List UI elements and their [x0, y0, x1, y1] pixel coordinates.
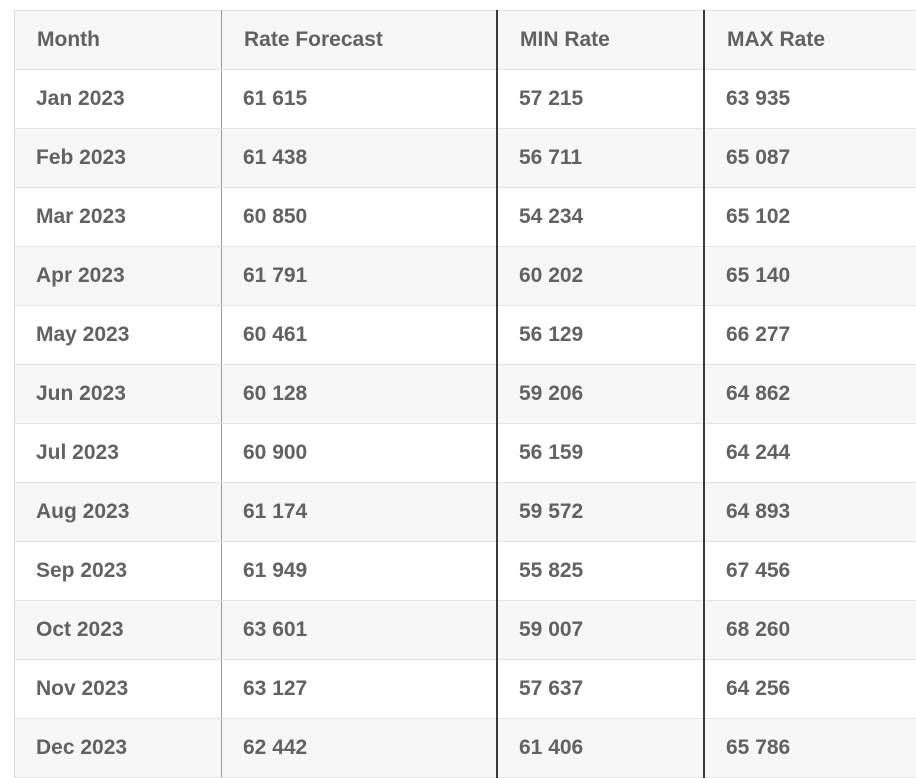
cell-month: Jun 2023	[15, 365, 222, 424]
cell-max-rate: 66 277	[704, 306, 916, 365]
cell-min-rate: 60 202	[497, 247, 704, 306]
column-header-rate-forecast: Rate Forecast	[222, 11, 498, 70]
column-header-min-rate: MIN Rate	[497, 11, 704, 70]
cell-min-rate: 56 129	[497, 306, 704, 365]
cell-min-rate: 61 406	[497, 719, 704, 778]
cell-rate-forecast: 61 438	[222, 129, 498, 188]
column-header-month: Month	[15, 11, 222, 70]
cell-min-rate: 56 711	[497, 129, 704, 188]
cell-month: Jan 2023	[15, 70, 222, 129]
cell-rate-forecast: 60 461	[222, 306, 498, 365]
cell-rate-forecast: 61 174	[222, 483, 498, 542]
cell-max-rate: 67 456	[704, 542, 916, 601]
cell-min-rate: 54 234	[497, 188, 704, 247]
cell-min-rate: 59 572	[497, 483, 704, 542]
cell-min-rate: 59 007	[497, 601, 704, 660]
forecast-table-container: Month Rate Forecast MIN Rate MAX Rate Ja…	[14, 10, 911, 778]
cell-max-rate: 65 786	[704, 719, 916, 778]
cell-month: Apr 2023	[15, 247, 222, 306]
cell-rate-forecast: 63 127	[222, 660, 498, 719]
cell-min-rate: 57 637	[497, 660, 704, 719]
rate-forecast-table: Month Rate Forecast MIN Rate MAX Rate Ja…	[14, 10, 916, 778]
cell-month: Nov 2023	[15, 660, 222, 719]
cell-max-rate: 65 087	[704, 129, 916, 188]
cell-max-rate: 65 102	[704, 188, 916, 247]
cell-month: Oct 2023	[15, 601, 222, 660]
cell-min-rate: 55 825	[497, 542, 704, 601]
cell-month: Aug 2023	[15, 483, 222, 542]
cell-rate-forecast: 63 601	[222, 601, 498, 660]
cell-max-rate: 64 893	[704, 483, 916, 542]
cell-max-rate: 64 244	[704, 424, 916, 483]
column-header-max-rate: MAX Rate	[704, 11, 916, 70]
cell-rate-forecast: 61 949	[222, 542, 498, 601]
cell-max-rate: 64 862	[704, 365, 916, 424]
table-header-row: Month Rate Forecast MIN Rate MAX Rate	[15, 11, 916, 70]
cell-min-rate: 57 215	[497, 70, 704, 129]
cell-month: May 2023	[15, 306, 222, 365]
cell-rate-forecast: 61 791	[222, 247, 498, 306]
cell-rate-forecast: 60 128	[222, 365, 498, 424]
cell-month: Mar 2023	[15, 188, 222, 247]
cell-month: Jul 2023	[15, 424, 222, 483]
cell-rate-forecast: 62 442	[222, 719, 498, 778]
cell-max-rate: 65 140	[704, 247, 916, 306]
cell-max-rate: 63 935	[704, 70, 916, 129]
cell-rate-forecast: 60 850	[222, 188, 498, 247]
cell-min-rate: 59 206	[497, 365, 704, 424]
cell-month: Feb 2023	[15, 129, 222, 188]
cell-month: Sep 2023	[15, 542, 222, 601]
cell-rate-forecast: 61 615	[222, 70, 498, 129]
cell-month: Dec 2023	[15, 719, 222, 778]
cell-min-rate: 56 159	[497, 424, 704, 483]
cell-max-rate: 68 260	[704, 601, 916, 660]
cell-max-rate: 64 256	[704, 660, 916, 719]
cell-rate-forecast: 60 900	[222, 424, 498, 483]
